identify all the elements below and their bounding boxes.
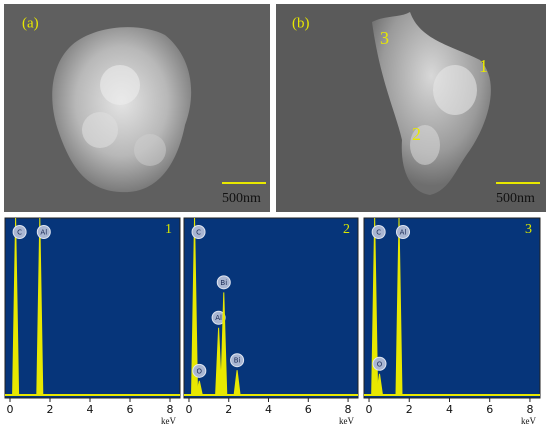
element-label: O [377,360,383,368]
spectrum-peak [375,373,384,396]
x-axis-unit: keV [521,416,536,426]
x-tick-label: 2 [406,403,413,416]
spectrum-number: 1 [165,222,172,237]
particle-detail [410,125,440,165]
scale-bar-label: 500nm [496,191,535,206]
element-badge [216,275,231,290]
x-axis-unit: keV [339,416,354,426]
x-tick-label: 4 [87,403,94,416]
x-tick-label: 2 [225,403,232,416]
spectrum-peak [36,217,44,396]
spectrum-number: 2 [343,222,350,237]
region-marker: 1 [479,56,488,76]
element-badge [230,353,245,368]
element-label: Al [215,314,222,322]
x-tick-label: 6 [127,403,134,416]
x-tick-label: 0 [7,403,14,416]
panel-label: (a) [22,15,39,31]
panel-label: (b) [292,15,310,31]
particle-detail [82,112,118,148]
element-label: Bi [220,279,227,287]
spectrum-peak [195,380,203,396]
x-tick-label: 6 [486,403,493,416]
region-marker: 3 [380,28,389,48]
spectrum-number: 3 [525,222,532,237]
region-marker: 2 [412,124,421,144]
element-label: O [197,367,203,375]
particle-detail [100,65,140,105]
spectrum-plot [183,217,359,399]
x-tick-label: 4 [265,403,272,416]
x-tick-label: 0 [185,403,192,416]
particle [372,12,491,195]
x-tick-label: 8 [526,403,533,416]
element-badge [191,225,206,239]
spectrum-plot [363,217,541,399]
x-tick-label: 4 [446,403,453,416]
spectrum-peak [395,217,403,396]
spectrum-peak [233,370,241,396]
x-tick-label: 8 [345,403,352,416]
spectrum-peak [371,217,379,396]
element-label: Bi [234,357,241,365]
element-badge [211,310,226,325]
element-badge [372,356,387,371]
spectrum-peak [220,292,228,396]
particle-detail [433,65,477,115]
spectrum-peak [191,217,199,396]
x-axis-unit: keV [161,416,176,426]
element-badge [36,225,51,239]
element-label: C [196,229,201,237]
x-tick-label: 0 [366,403,373,416]
spectrum-peak [12,217,20,396]
x-tick-label: 2 [47,403,54,416]
element-label: Al [40,229,47,237]
spectrum-plot [4,217,181,399]
element-label: Al [400,229,407,237]
spectrum-peak [215,327,223,396]
element-badge [192,363,207,378]
element-badge [12,225,27,239]
element-label: C [376,229,381,237]
element-badge [371,225,386,239]
x-tick-label: 6 [305,403,312,416]
element-label: C [17,229,22,237]
x-tick-label: 8 [167,403,174,416]
element-badge [395,225,410,239]
scale-bar-label: 500nm [222,191,261,206]
particle-detail [134,134,166,166]
